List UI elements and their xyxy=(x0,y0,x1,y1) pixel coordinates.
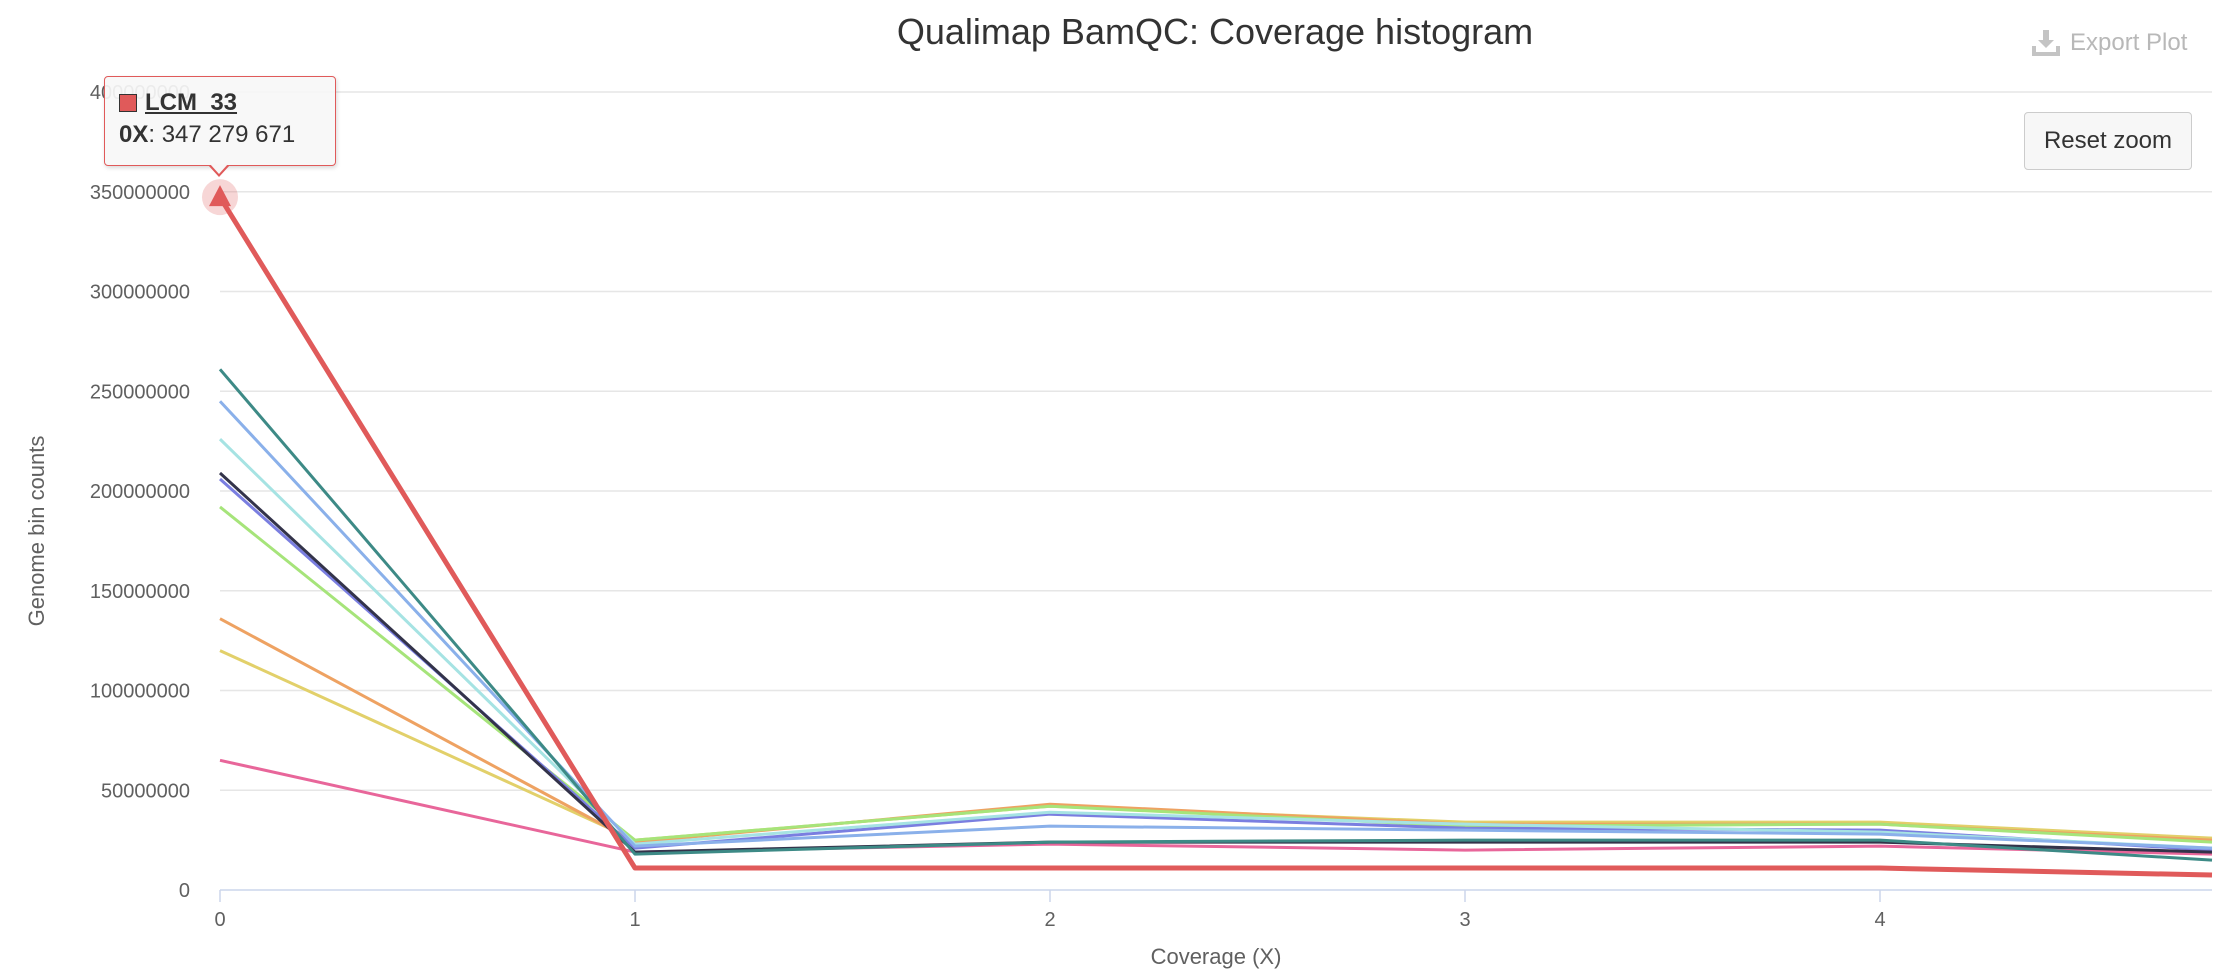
tooltip-x-label: 0X xyxy=(119,121,149,148)
y-tick-label: 100000000 xyxy=(90,681,190,703)
y-axis-title: Genome bin counts xyxy=(24,436,49,627)
grid-layer xyxy=(220,91,2212,791)
series-layer[interactable] xyxy=(217,195,2213,878)
y-tick-label: 250000000 xyxy=(90,381,190,403)
series-line[interactable] xyxy=(218,471,2213,854)
y-tick-label: 50000000 xyxy=(101,780,190,802)
chart-title: Qualimap BamQC: Coverage histogram xyxy=(897,11,1533,52)
x-tick-label: 4 xyxy=(1874,909,1885,931)
x-tick-label: 3 xyxy=(1459,909,1470,931)
tooltip-series-name: LCM_33 xyxy=(145,89,238,116)
series-line[interactable] xyxy=(217,195,2213,878)
tooltip-arrow-inner xyxy=(210,164,228,174)
chart-tooltip: LCM_33 0X: 347 279 671 xyxy=(104,76,336,166)
series-line[interactable] xyxy=(219,505,2213,844)
y-tick-label: 150000000 xyxy=(90,581,190,603)
export-plot-label: Export Plot xyxy=(2070,29,2188,56)
series-line[interactable] xyxy=(218,438,2213,850)
y-tick-label: 350000000 xyxy=(90,182,190,204)
x-axis-title: Coverage (X) xyxy=(1151,944,1282,969)
export-plot-button[interactable]: Export Plot xyxy=(2030,26,2187,60)
series-line[interactable] xyxy=(218,368,2213,862)
download-icon xyxy=(2032,30,2060,56)
hover-point-marker xyxy=(209,185,231,207)
y-tick-label: 200000000 xyxy=(90,481,190,503)
tooltip-value: : 347 279 671 xyxy=(148,121,296,148)
y-tick-label: 300000000 xyxy=(90,282,190,304)
marker-layer xyxy=(202,179,238,216)
reset-zoom-button[interactable]: Reset zoom xyxy=(2024,112,2192,170)
tooltip-series-swatch xyxy=(119,94,137,112)
x-tick-label: 0 xyxy=(214,909,225,931)
y-tick-label: 0 xyxy=(179,880,190,902)
series-line[interactable] xyxy=(219,477,2213,852)
x-tick-label: 2 xyxy=(1044,909,1055,931)
x-tick-label: 1 xyxy=(629,909,640,931)
series-line[interactable] xyxy=(219,758,2213,856)
axis-layer: 0 50000000 100000000 150000000 200000000 2500… xyxy=(90,82,2212,931)
